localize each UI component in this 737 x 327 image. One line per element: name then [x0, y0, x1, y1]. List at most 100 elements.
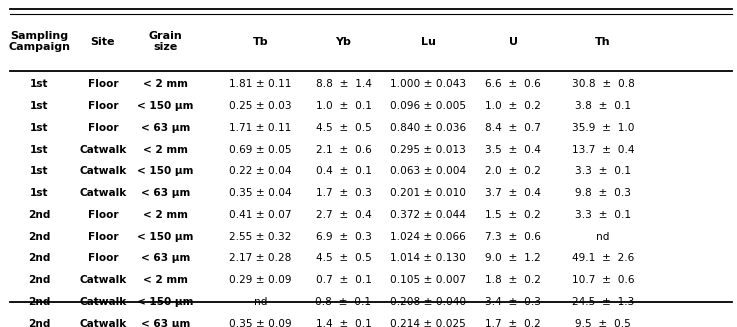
Text: 1st: 1st [30, 79, 49, 89]
Text: Catwalk: Catwalk [80, 319, 127, 327]
Text: < 2 mm: < 2 mm [143, 275, 188, 285]
Text: 1.8  ±  0.2: 1.8 ± 0.2 [486, 275, 541, 285]
Text: 13.7  ±  0.4: 13.7 ± 0.4 [572, 145, 635, 155]
Text: 0.29 ± 0.09: 0.29 ± 0.09 [229, 275, 292, 285]
Text: Catwalk: Catwalk [80, 297, 127, 307]
Text: Floor: Floor [88, 79, 118, 89]
Text: 2nd: 2nd [28, 232, 51, 242]
Text: Th: Th [595, 37, 611, 46]
Text: 2nd: 2nd [28, 253, 51, 263]
Text: 1.4  ±  0.1: 1.4 ± 0.1 [315, 319, 371, 327]
Text: 4.5  ±  0.5: 4.5 ± 0.5 [315, 123, 371, 133]
Text: 0.214 ± 0.025: 0.214 ± 0.025 [390, 319, 466, 327]
Text: < 150 μm: < 150 μm [137, 101, 194, 111]
Text: 49.1  ±  2.6: 49.1 ± 2.6 [572, 253, 634, 263]
Text: 2.17 ± 0.28: 2.17 ± 0.28 [229, 253, 292, 263]
Text: 4.5  ±  0.5: 4.5 ± 0.5 [315, 253, 371, 263]
Text: 2.55 ± 0.32: 2.55 ± 0.32 [229, 232, 292, 242]
Text: 3.3  ±  0.1: 3.3 ± 0.1 [575, 210, 631, 220]
Text: 0.096 ± 0.005: 0.096 ± 0.005 [390, 101, 466, 111]
Text: 3.3  ±  0.1: 3.3 ± 0.1 [575, 166, 631, 176]
Text: Floor: Floor [88, 253, 118, 263]
Text: 2.0  ±  0.2: 2.0 ± 0.2 [486, 166, 541, 176]
Text: 0.25 ± 0.03: 0.25 ± 0.03 [229, 101, 292, 111]
Text: < 2 mm: < 2 mm [143, 79, 188, 89]
Text: Site: Site [91, 37, 115, 46]
Text: 3.7  ±  0.4: 3.7 ± 0.4 [486, 188, 541, 198]
Text: 1st: 1st [30, 101, 49, 111]
Text: 2nd: 2nd [28, 297, 51, 307]
Text: 1.7  ±  0.2: 1.7 ± 0.2 [486, 319, 541, 327]
Text: Yb: Yb [335, 37, 352, 46]
Text: Tb: Tb [253, 37, 268, 46]
Text: Grain
size: Grain size [149, 31, 183, 52]
Text: 1.0  ±  0.2: 1.0 ± 0.2 [486, 101, 541, 111]
Text: Floor: Floor [88, 232, 118, 242]
Text: 0.063 ± 0.004: 0.063 ± 0.004 [390, 166, 466, 176]
Text: 6.6  ±  0.6: 6.6 ± 0.6 [486, 79, 541, 89]
Text: 0.7  ±  0.1: 0.7 ± 0.1 [315, 275, 371, 285]
Text: < 2 mm: < 2 mm [143, 145, 188, 155]
Text: < 63 μm: < 63 μm [141, 123, 190, 133]
Text: 0.35 ± 0.04: 0.35 ± 0.04 [229, 188, 292, 198]
Text: 0.41 ± 0.07: 0.41 ± 0.07 [229, 210, 292, 220]
Text: 1st: 1st [30, 145, 49, 155]
Text: < 2 mm: < 2 mm [143, 210, 188, 220]
Text: 1st: 1st [30, 188, 49, 198]
Text: 0.372 ± 0.044: 0.372 ± 0.044 [390, 210, 466, 220]
Text: 35.9  ±  1.0: 35.9 ± 1.0 [572, 123, 635, 133]
Text: 6.9  ±  0.3: 6.9 ± 0.3 [315, 232, 371, 242]
Text: 0.208 ± 0.040: 0.208 ± 0.040 [390, 297, 466, 307]
Text: 0.35 ± 0.09: 0.35 ± 0.09 [229, 319, 292, 327]
Text: 1.5  ±  0.2: 1.5 ± 0.2 [486, 210, 541, 220]
Text: 3.8  ±  0.1: 3.8 ± 0.1 [575, 101, 631, 111]
Text: Floor: Floor [88, 123, 118, 133]
Text: Floor: Floor [88, 210, 118, 220]
Text: Catwalk: Catwalk [80, 145, 127, 155]
Text: < 63 μm: < 63 μm [141, 253, 190, 263]
Text: 3.5  ±  0.4: 3.5 ± 0.4 [486, 145, 541, 155]
Text: nd: nd [254, 297, 267, 307]
Text: 0.4  ±  0.1: 0.4 ± 0.1 [315, 166, 371, 176]
Text: 0.22 ± 0.04: 0.22 ± 0.04 [229, 166, 292, 176]
Text: 1.81 ± 0.11: 1.81 ± 0.11 [229, 79, 292, 89]
Text: Lu: Lu [421, 37, 436, 46]
Text: 2nd: 2nd [28, 210, 51, 220]
Text: 0.840 ± 0.036: 0.840 ± 0.036 [390, 123, 466, 133]
Text: Catwalk: Catwalk [80, 166, 127, 176]
Text: 7.3  ±  0.6: 7.3 ± 0.6 [486, 232, 541, 242]
Text: < 63 μm: < 63 μm [141, 319, 190, 327]
Text: 1.7  ±  0.3: 1.7 ± 0.3 [315, 188, 371, 198]
Text: 8.8  ±  1.4: 8.8 ± 1.4 [315, 79, 371, 89]
Text: 2.1  ±  0.6: 2.1 ± 0.6 [315, 145, 371, 155]
Text: 1st: 1st [30, 123, 49, 133]
Text: 1.0  ±  0.1: 1.0 ± 0.1 [315, 101, 371, 111]
Text: < 150 μm: < 150 μm [137, 232, 194, 242]
Text: U: U [509, 37, 518, 46]
Text: Catwalk: Catwalk [80, 188, 127, 198]
Text: 1.024 ± 0.066: 1.024 ± 0.066 [390, 232, 466, 242]
Text: 1.014 ± 0.130: 1.014 ± 0.130 [390, 253, 466, 263]
Text: < 63 μm: < 63 μm [141, 188, 190, 198]
Text: < 150 μm: < 150 μm [137, 297, 194, 307]
Text: 1.000 ± 0.043: 1.000 ± 0.043 [390, 79, 466, 89]
Text: < 150 μm: < 150 μm [137, 166, 194, 176]
Text: 2nd: 2nd [28, 319, 51, 327]
Text: 10.7  ±  0.6: 10.7 ± 0.6 [572, 275, 635, 285]
Text: 0.8  ±  0.1: 0.8 ± 0.1 [315, 297, 371, 307]
Text: 1st: 1st [30, 166, 49, 176]
Text: 2.7  ±  0.4: 2.7 ± 0.4 [315, 210, 371, 220]
Text: 0.201 ± 0.010: 0.201 ± 0.010 [390, 188, 466, 198]
Text: 9.0  ±  1.2: 9.0 ± 1.2 [486, 253, 541, 263]
Text: 8.4  ±  0.7: 8.4 ± 0.7 [486, 123, 541, 133]
Text: Floor: Floor [88, 101, 118, 111]
Text: Sampling
Campaign: Sampling Campaign [9, 31, 71, 52]
Text: 0.69 ± 0.05: 0.69 ± 0.05 [229, 145, 292, 155]
Text: 24.5  ±  1.3: 24.5 ± 1.3 [572, 297, 634, 307]
Text: 9.8  ±  0.3: 9.8 ± 0.3 [575, 188, 631, 198]
Text: nd: nd [596, 232, 609, 242]
Text: 9.5  ±  0.5: 9.5 ± 0.5 [575, 319, 631, 327]
Text: Catwalk: Catwalk [80, 275, 127, 285]
Text: 30.8  ±  0.8: 30.8 ± 0.8 [571, 79, 635, 89]
Text: 0.105 ± 0.007: 0.105 ± 0.007 [390, 275, 466, 285]
